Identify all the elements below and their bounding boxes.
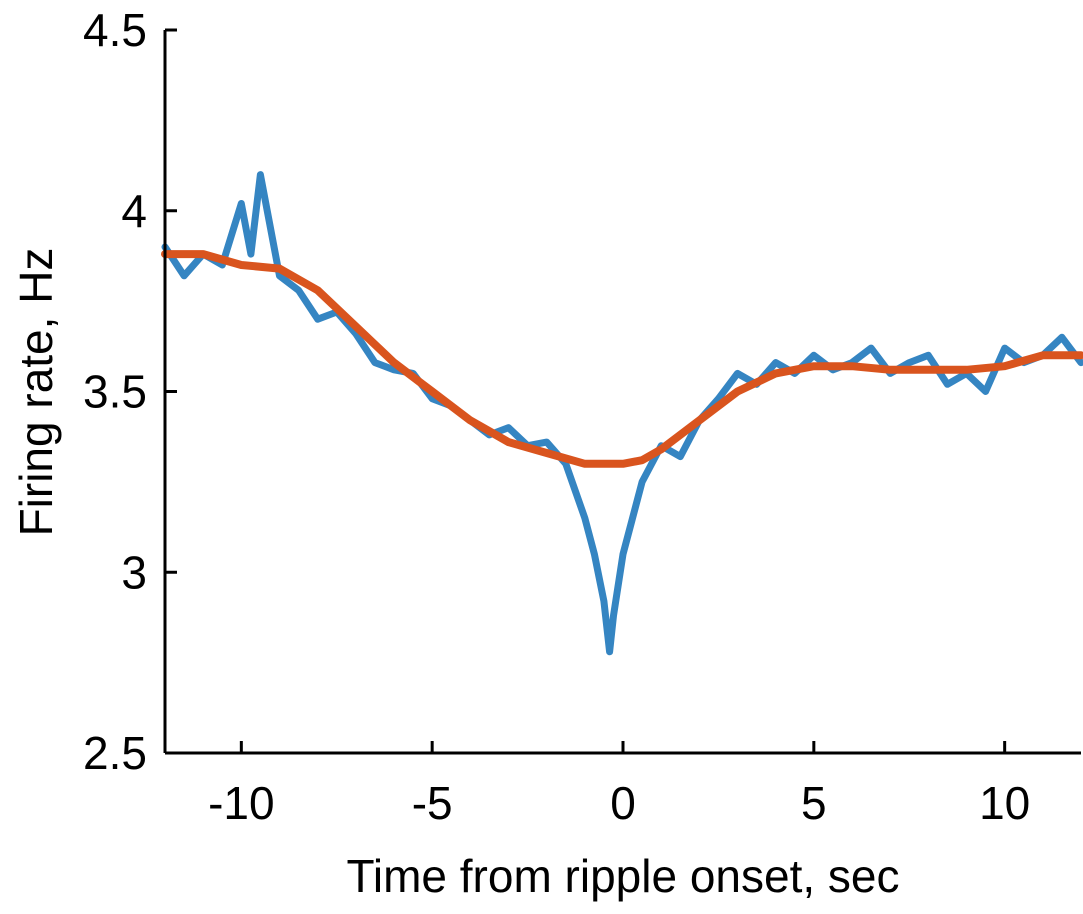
y-tick-label: 3 (121, 546, 147, 598)
x-tick-label: 0 (610, 777, 636, 829)
axes-layer (163, 30, 1081, 755)
x-tick-label: 10 (979, 777, 1030, 829)
x-tick-label: 5 (801, 777, 827, 829)
y-tick-label: 4.5 (83, 4, 147, 56)
x-tick-label: -10 (208, 777, 274, 829)
y-tick-label: 4 (121, 185, 147, 237)
y-tick-label: 3.5 (83, 366, 147, 418)
x-tick-label: -5 (412, 777, 453, 829)
series-line-2 (161, 250, 1083, 468)
x-axis-title: Time from ripple onset, sec (346, 850, 899, 902)
ticks-layer: 2.5 3 3.5 4 4.5 -10 -5 0 5 10 (83, 4, 1030, 829)
y-axis-title: Firing rate, Hz (10, 248, 62, 537)
series-line-1 (161, 171, 1083, 656)
y-tick-label: 2.5 (83, 727, 147, 779)
series-layer (161, 171, 1083, 656)
